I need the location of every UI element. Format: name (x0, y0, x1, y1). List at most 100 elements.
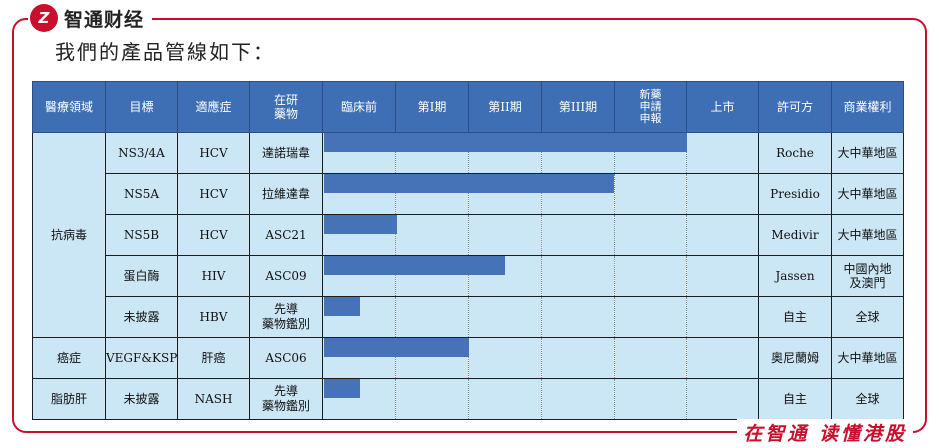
cell-target: NS5A (105, 173, 178, 215)
cell-indication: HIV (177, 255, 250, 297)
header-target: 目標 (105, 81, 178, 133)
cell-stage (614, 337, 687, 379)
cell-licensor: Roche (758, 132, 832, 174)
cell-stage (468, 337, 542, 379)
cell-rights: 全球 (831, 296, 904, 338)
cell-stage (395, 378, 469, 420)
cell-stage (322, 173, 614, 215)
header-row: 醫療領域 目標 適應症 在研 藥物 臨床前 第I期 第II期 第III期 新藥 … (32, 81, 904, 133)
cell-stage (686, 132, 759, 174)
cell-drug: 先導 藥物鑑別 (249, 378, 323, 420)
cell-stage (614, 173, 687, 215)
header-stage: 第I期 (395, 81, 469, 133)
cell-target: VEGF&KSP (105, 337, 178, 379)
cell-stage (468, 296, 542, 338)
cell-stage (541, 378, 615, 420)
cell-licensor: 自主 (758, 378, 832, 420)
cell-stage (614, 378, 687, 420)
table-row: NS5B HCV ASC21 Medivir 大中華地區 (33, 214, 904, 256)
cell-stage (614, 255, 687, 297)
cell-stage (541, 255, 615, 297)
cell-stage (322, 132, 687, 174)
cell-rights: 大中華地區 (831, 132, 904, 174)
cell-area: 脂肪肝 (32, 378, 106, 420)
cell-stage (541, 296, 615, 338)
table-row: 蛋白酶 HIV ASC09 Jassen 中國內地 及澳門 (33, 255, 904, 297)
cell-indication: HCV (177, 173, 250, 215)
cell-stage (614, 296, 687, 338)
cell-indication: HCV (177, 214, 250, 256)
cell-stage (541, 214, 615, 256)
cell-rights: 大中華地區 (831, 337, 904, 379)
cell-stage (322, 255, 506, 297)
cell-licensor: 自主 (758, 296, 832, 338)
slogan: 在智通 读懂港股 (737, 419, 913, 446)
cell-rights: 中國內地 及澳門 (831, 255, 904, 297)
cell-drug: 達諾瑞韋 (249, 132, 323, 174)
cell-stage (468, 378, 542, 420)
header-stage: 第III期 (541, 81, 615, 133)
page-title: 我們的產品管線如下： (55, 40, 275, 64)
cell-rights: 大中華地區 (831, 214, 904, 256)
table-row: NS5A HCV 拉維達韋 Presidio 大中華地區 (33, 173, 904, 215)
cell-area: 抗病毒 (32, 132, 106, 338)
brand-logo-icon: Z (30, 4, 58, 32)
cell-target: NS5B (105, 214, 178, 256)
progress-bar (324, 215, 397, 234)
cell-stage (686, 378, 759, 420)
cell-licensor: Medivir (758, 214, 832, 256)
cell-indication: HBV (177, 296, 250, 338)
cell-licensor: Jassen (758, 255, 832, 297)
cell-stage (686, 296, 759, 338)
progress-bar (324, 133, 687, 152)
cell-licensor: Presidio (758, 173, 832, 215)
header-indication: 適應症 (177, 81, 250, 133)
cell-target: NS3/4A (105, 132, 178, 174)
cell-stage (614, 214, 687, 256)
pipeline-table: 醫療領域 目標 適應症 在研 藥物 臨床前 第I期 第II期 第III期 新藥 … (32, 81, 904, 420)
cell-rights: 全球 (831, 378, 904, 420)
cell-target: 未披露 (105, 296, 178, 338)
cell-stage (541, 337, 615, 379)
cell-stage (322, 337, 469, 379)
header-stage: 臨床前 (322, 81, 396, 133)
cell-stage (686, 337, 759, 379)
progress-bar (324, 297, 361, 316)
cell-area: 癌症 (32, 337, 106, 379)
cell-stage (686, 173, 759, 215)
header-licensor: 許可方 (758, 81, 832, 133)
cell-stage (322, 296, 396, 338)
table-row: 未披露 HBV 先導 藥物鑑別 自主 全球 (33, 296, 904, 338)
cell-stage (686, 214, 759, 256)
cell-stage (395, 214, 469, 256)
cell-stage (322, 378, 396, 420)
outer-frame (12, 18, 927, 433)
cell-indication: HCV (177, 132, 250, 174)
cell-indication: 肝癌 (177, 337, 250, 379)
cell-drug: 拉維達韋 (249, 173, 323, 215)
progress-bar (324, 174, 614, 193)
cell-drug: ASC21 (249, 214, 323, 256)
table-row: 脂肪肝 未披露 NASH 先導 藥物鑑別 自主 全球 (32, 378, 904, 420)
cell-target: 蛋白酶 (105, 255, 178, 297)
brand-header: Z 智通财经 (28, 3, 153, 33)
cell-drug: 先導 藥物鑑別 (249, 296, 323, 338)
cell-stage (322, 214, 397, 256)
cell-licensor: 奧尼蘭姆 (758, 337, 832, 379)
brand-name: 智通财经 (64, 8, 145, 31)
cell-rights: 大中華地區 (831, 173, 904, 215)
header-drug: 在研 藥物 (249, 81, 323, 133)
table-row: 抗病毒 NS3/4A HCV 達諾瑞韋 Roche 大中華地區 (32, 132, 904, 338)
cell-stage (395, 296, 469, 338)
header-rights: 商業權利 (831, 81, 904, 133)
cell-indication: NASH (177, 378, 250, 420)
progress-bar (324, 256, 506, 275)
header-stage: 第II期 (468, 81, 542, 133)
progress-bar (324, 338, 469, 357)
table-row: 癌症 VEGF&KSP 肝癌 ASC06 奧尼蘭姆 大中華地區 (32, 337, 904, 379)
cell-drug: ASC06 (249, 337, 323, 379)
cell-target: 未披露 (105, 378, 178, 420)
cell-drug: ASC09 (249, 255, 323, 297)
cell-stage (468, 214, 542, 256)
header-stage: 上市 (686, 81, 759, 133)
